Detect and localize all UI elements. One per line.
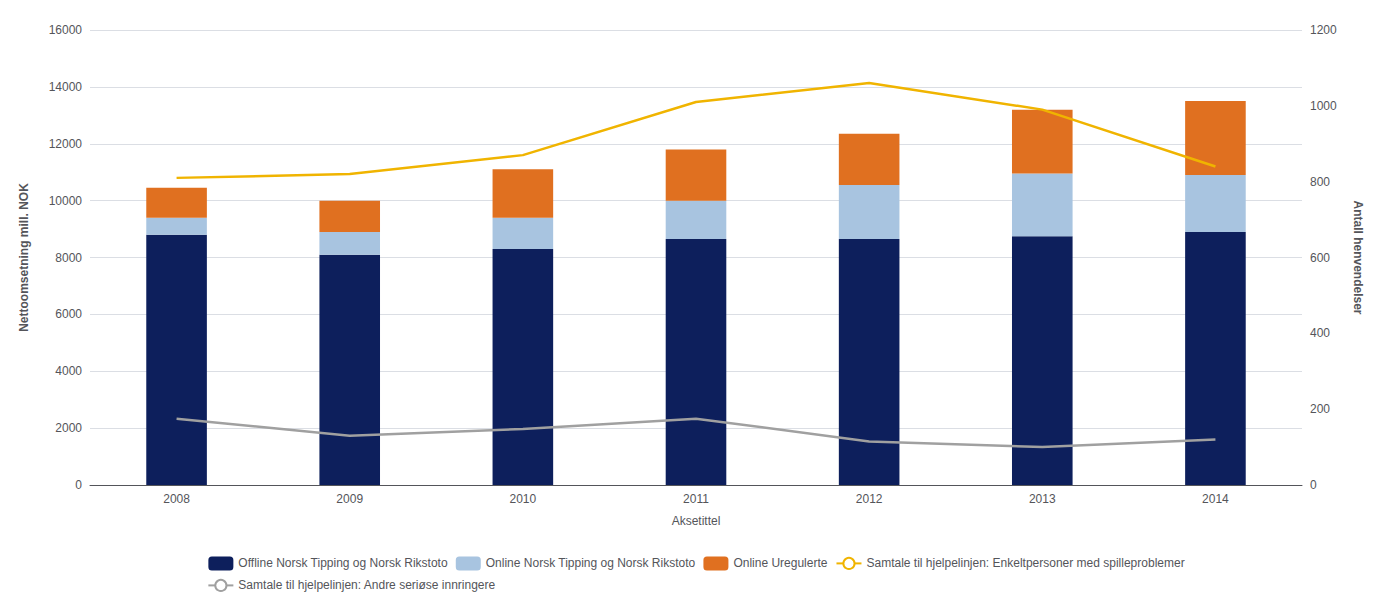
svg-text:12000: 12000 — [49, 137, 83, 151]
svg-text:Online Norsk Tipping og Norsk: Online Norsk Tipping og Norsk Rikstoto — [486, 556, 696, 570]
svg-text:8000: 8000 — [55, 251, 82, 265]
svg-text:Samtale til hjelpelinjen: Andr: Samtale til hjelpelinjen: Andre seriøse … — [238, 578, 495, 592]
svg-text:0: 0 — [1310, 478, 1317, 492]
svg-text:4000: 4000 — [55, 364, 82, 378]
svg-text:800: 800 — [1310, 175, 1330, 189]
svg-text:2013: 2013 — [1029, 492, 1056, 506]
svg-text:1200: 1200 — [1310, 23, 1337, 37]
svg-text:Nettoomsetning mill. NOK: Nettoomsetning mill. NOK — [17, 183, 31, 332]
svg-text:Online Uregulerte: Online Uregulerte — [733, 556, 827, 570]
svg-text:200: 200 — [1310, 402, 1330, 416]
svg-text:1000: 1000 — [1310, 99, 1337, 113]
svg-text:14000: 14000 — [49, 80, 83, 94]
svg-text:Offline Norsk Tipping og Norsk: Offline Norsk Tipping og Norsk Rikstoto — [238, 556, 448, 570]
svg-text:2000: 2000 — [55, 421, 82, 435]
svg-text:16000: 16000 — [49, 23, 83, 37]
svg-text:2014: 2014 — [1202, 492, 1229, 506]
svg-text:600: 600 — [1310, 251, 1330, 265]
svg-text:2011: 2011 — [683, 492, 709, 506]
svg-text:2008: 2008 — [163, 492, 190, 506]
svg-text:10000: 10000 — [49, 194, 83, 208]
svg-text:2010: 2010 — [510, 492, 537, 506]
svg-text:Aksetittel: Aksetittel — [672, 514, 721, 528]
svg-text:0: 0 — [75, 478, 82, 492]
svg-text:2009: 2009 — [336, 492, 363, 506]
svg-text:6000: 6000 — [55, 307, 82, 321]
svg-text:Samtale til hjelpelinjen: Enke: Samtale til hjelpelinjen: Enkeltpersoner… — [866, 556, 1184, 570]
svg-text:400: 400 — [1310, 326, 1330, 340]
svg-text:Antall henvendelser: Antall henvendelser — [1351, 200, 1365, 314]
svg-text:2012: 2012 — [856, 492, 883, 506]
